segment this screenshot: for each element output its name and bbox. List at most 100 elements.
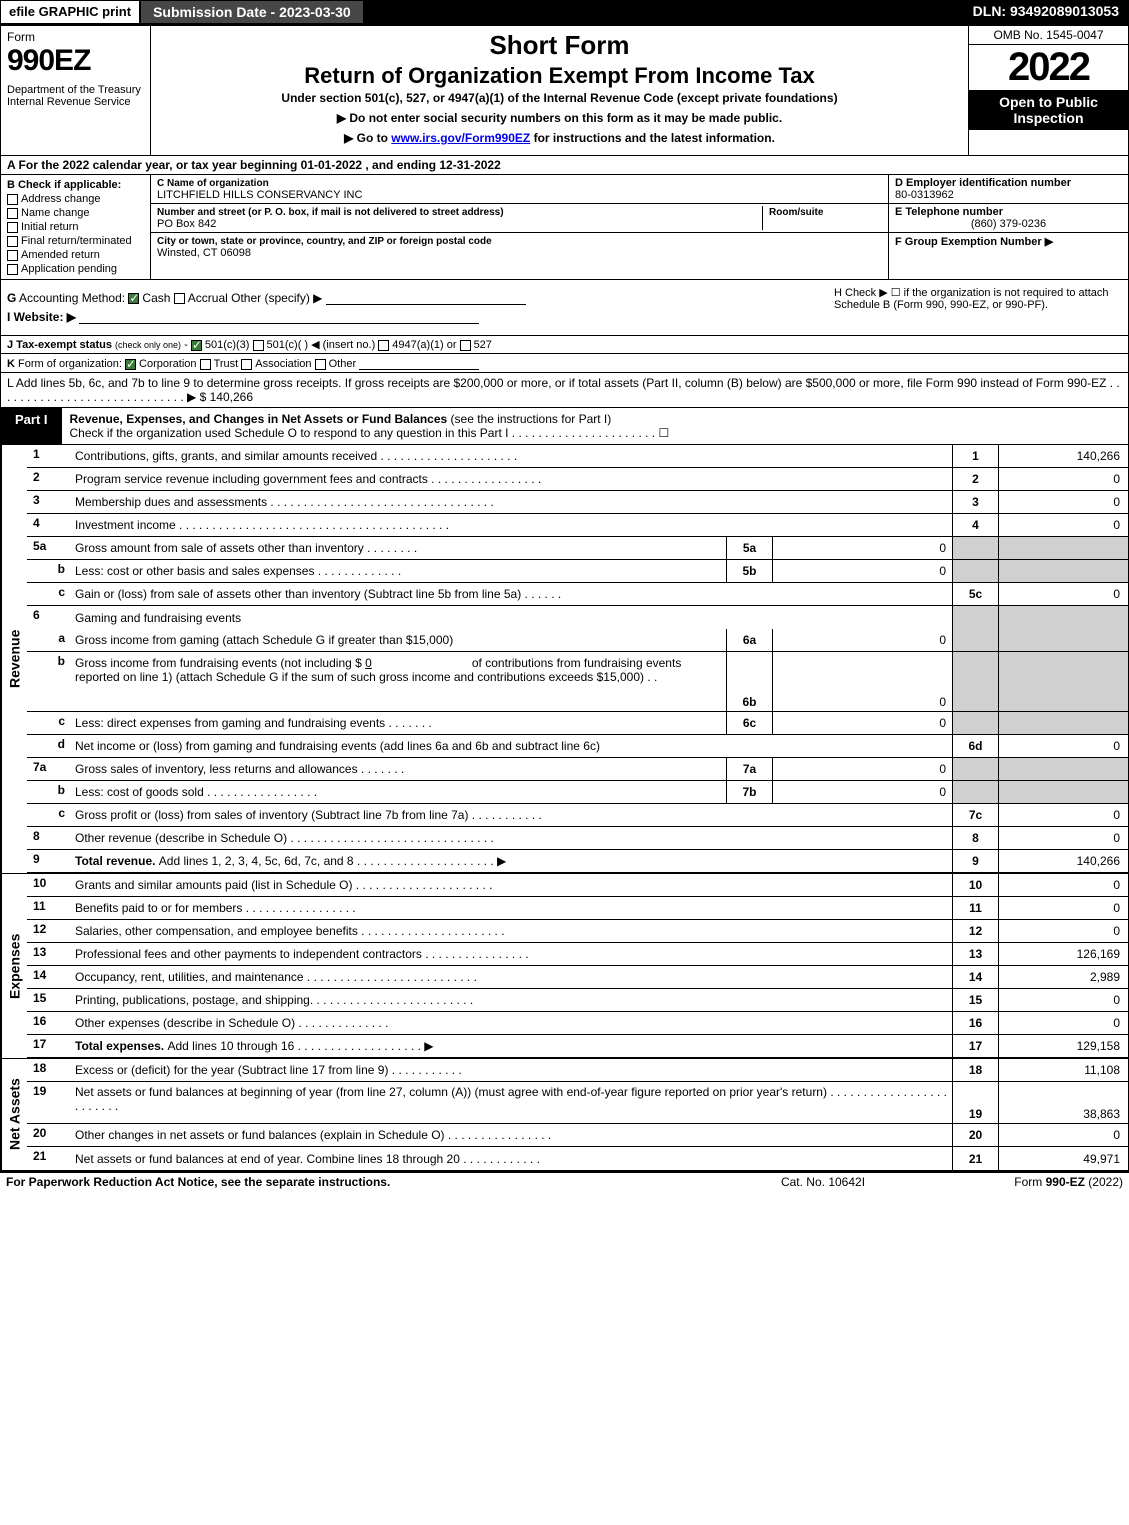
expenses-lines: 10 Grants and similar amounts paid (list… — [27, 874, 1128, 1058]
line-5b-subval: 0 — [772, 560, 952, 582]
line-5b-num: b — [27, 560, 71, 582]
expenses-side-label: Expenses — [1, 874, 27, 1058]
label-final-return: Final return/terminated — [21, 235, 132, 247]
line-6b-subval: 0 — [772, 652, 952, 711]
ein-label: D Employer identification number — [895, 177, 1071, 189]
ssn-warning: ▶ Do not enter social security numbers o… — [157, 111, 962, 125]
other-org-line[interactable] — [359, 356, 479, 370]
checkbox-527[interactable] — [460, 340, 471, 351]
checkbox-501c3[interactable] — [191, 340, 202, 351]
line-3-desc: Membership dues and assessments . . . . … — [71, 491, 952, 513]
short-form-title: Short Form — [157, 30, 962, 61]
line-8: 8 Other revenue (describe in Schedule O)… — [27, 827, 1128, 850]
checkbox-association[interactable] — [241, 359, 252, 370]
line-4-desc: Investment income . . . . . . . . . . . … — [71, 514, 952, 536]
line-16-num: 16 — [27, 1012, 71, 1034]
line-1-desc: Contributions, gifts, grants, and simila… — [71, 445, 952, 467]
form-header: Form 990EZ Department of the Treasury In… — [0, 24, 1129, 156]
open-to-public: Open to Public Inspection — [969, 90, 1128, 130]
line-6c-num: c — [27, 712, 71, 734]
line-6b-desc: Gross income from fundraising events (no… — [71, 652, 726, 711]
section-k-form-org: K Form of organization: Corporation Trus… — [0, 354, 1129, 373]
checkbox-other-org[interactable] — [315, 359, 326, 370]
line-4-val: 0 — [998, 514, 1128, 536]
line-7a-subval: 0 — [772, 758, 952, 780]
checkbox-trust[interactable] — [200, 359, 211, 370]
website-line[interactable] — [79, 310, 479, 324]
checkbox-pending[interactable] — [7, 264, 18, 275]
room-label: Room/suite — [769, 207, 823, 218]
line-5b-val-shaded — [998, 560, 1128, 582]
line-19: 19 Net assets or fund balances at beginn… — [27, 1082, 1128, 1124]
irs-link[interactable]: www.irs.gov/Form990EZ — [391, 131, 530, 145]
line-20-desc: Other changes in net assets or fund bala… — [71, 1124, 952, 1146]
org-name: LITCHFIELD HILLS CONSERVANCY INC — [157, 189, 362, 201]
checkbox-accrual[interactable] — [174, 293, 185, 304]
line-2-ref: 2 — [952, 468, 998, 490]
line-2-val: 0 — [998, 468, 1128, 490]
line-3-num: 3 — [27, 491, 71, 513]
line-20-ref: 20 — [952, 1124, 998, 1146]
line-1-ref: 1 — [952, 445, 998, 467]
line-7c-ref: 7c — [952, 804, 998, 826]
group-exemption-label: F Group Exemption Number ▶ — [895, 236, 1053, 248]
line-5a-subval: 0 — [772, 537, 952, 559]
line-6-desc: Gaming and fundraising events — [71, 606, 952, 629]
line-6b-sub: 6b — [726, 652, 772, 711]
line-21-ref: 21 — [952, 1147, 998, 1170]
checkbox-initial-return[interactable] — [7, 222, 18, 233]
omb-number: OMB No. 1545-0047 — [969, 26, 1128, 45]
line-3: 3 Membership dues and assessments . . . … — [27, 491, 1128, 514]
line-7b-desc: Less: cost of goods sold . . . . . . . .… — [71, 781, 726, 803]
netassets-table: Net Assets 18 Excess or (deficit) for th… — [0, 1058, 1129, 1171]
line-12-val: 0 — [998, 920, 1128, 942]
line-15-ref: 15 — [952, 989, 998, 1011]
checkbox-4947[interactable] — [378, 340, 389, 351]
city-label: City or town, state or province, country… — [157, 236, 492, 247]
line-13-val: 126,169 — [998, 943, 1128, 965]
submission-date: Submission Date - 2023-03-30 — [140, 0, 364, 24]
line-11-desc: Benefits paid to or for members . . . . … — [71, 897, 952, 919]
checkbox-501c[interactable] — [253, 340, 264, 351]
other-specify-line[interactable] — [326, 291, 526, 305]
city-value: Winsted, CT 06098 — [157, 247, 251, 259]
line-19-val: 38,863 — [998, 1082, 1128, 1123]
label-address-change: Address change — [21, 193, 101, 205]
line-11-num: 11 — [27, 897, 71, 919]
footer-right: Form 990-EZ (2022) — [923, 1175, 1123, 1189]
line-9-desc: Total revenue. Add lines 1, 2, 3, 4, 5c,… — [71, 850, 952, 872]
line-15-val: 0 — [998, 989, 1128, 1011]
line-15: 15 Printing, publications, postage, and … — [27, 989, 1128, 1012]
checkbox-name-change[interactable] — [7, 208, 18, 219]
checkbox-corporation[interactable] — [125, 359, 136, 370]
line-6-ref-shaded — [952, 606, 998, 629]
line-8-ref: 8 — [952, 827, 998, 849]
line-4: 4 Investment income . . . . . . . . . . … — [27, 514, 1128, 537]
label-initial-return: Initial return — [21, 221, 78, 233]
line-5c-desc: Gain or (loss) from sale of assets other… — [71, 583, 952, 605]
line-7c-num: c — [27, 804, 71, 826]
line-2-num: 2 — [27, 468, 71, 490]
dept-treasury: Department of the Treasury Internal Reve… — [7, 84, 144, 108]
checkbox-final-return[interactable] — [7, 236, 18, 247]
checkbox-address-change[interactable] — [7, 194, 18, 205]
efile-print-button[interactable]: efile GRAPHIC print — [0, 0, 140, 24]
line-16-val: 0 — [998, 1012, 1128, 1034]
checkbox-amended[interactable] — [7, 250, 18, 261]
line-5a-val-shaded — [998, 537, 1128, 559]
website-label: I Website: ▶ — [7, 310, 76, 324]
footer-right-bold: 990-EZ — [1046, 1175, 1085, 1189]
line-5a-ref-shaded — [952, 537, 998, 559]
line-21-desc: Net assets or fund balances at end of ye… — [71, 1147, 952, 1170]
line-7c-desc: Gross profit or (loss) from sales of inv… — [71, 804, 952, 826]
line-7a-sub: 7a — [726, 758, 772, 780]
line-18-num: 18 — [27, 1059, 71, 1081]
checkbox-cash[interactable] — [128, 293, 139, 304]
line-6a-num: a — [27, 629, 71, 651]
line-8-desc: Other revenue (describe in Schedule O) .… — [71, 827, 952, 849]
revenue-lines: 1 Contributions, gifts, grants, and simi… — [27, 445, 1128, 873]
part1-check-text: Check if the organization used Schedule … — [70, 426, 670, 440]
note2-suffix: for instructions and the latest informat… — [530, 131, 775, 145]
line-7b-sub: 7b — [726, 781, 772, 803]
part1-title-block: Revenue, Expenses, and Changes in Net As… — [62, 408, 1128, 444]
